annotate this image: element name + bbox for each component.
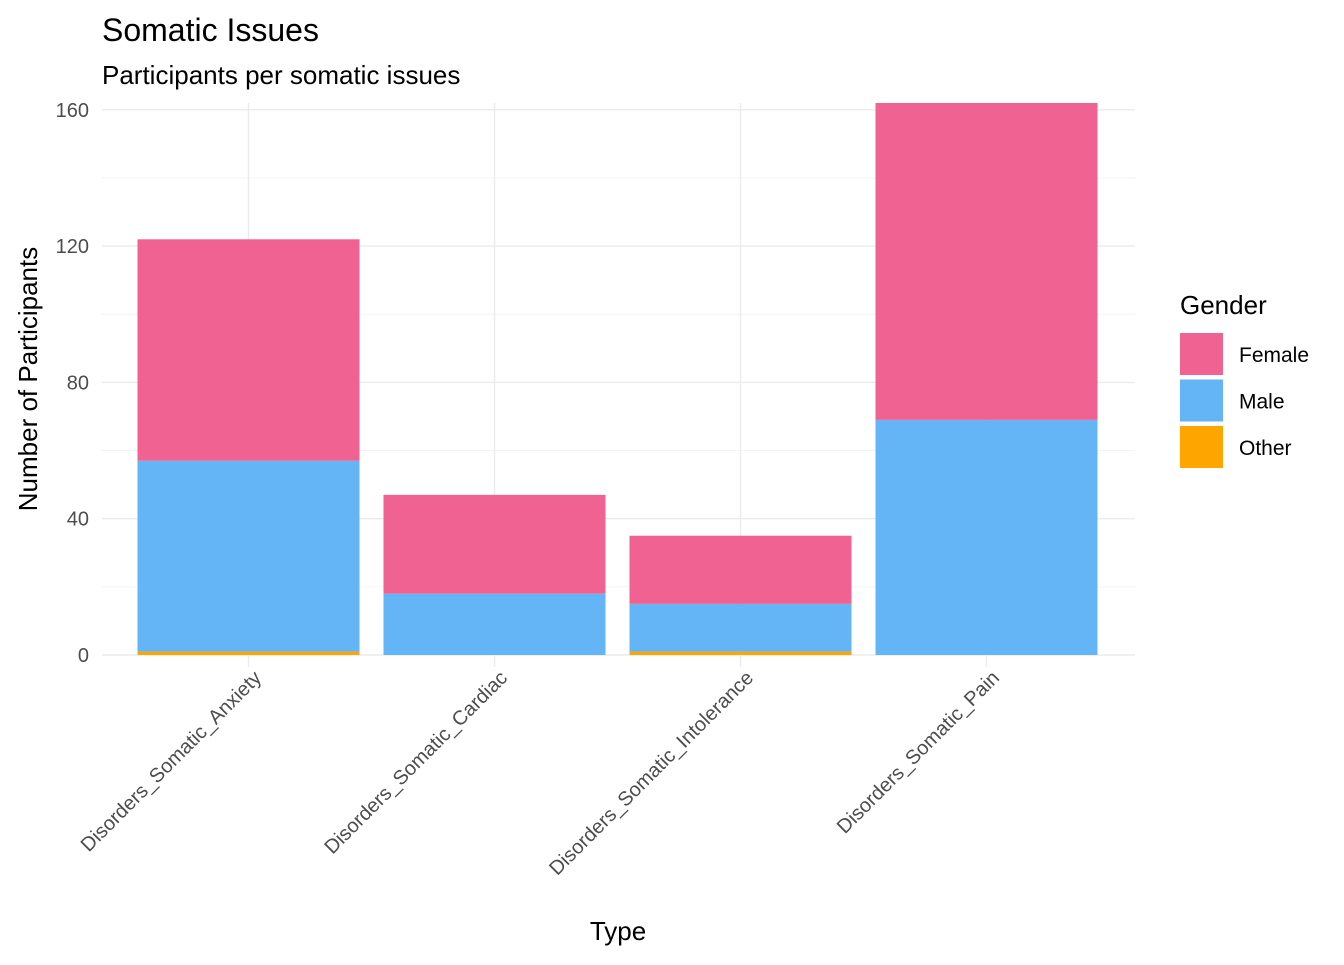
- bar-female-1: [137, 239, 360, 461]
- legend-items: Female Male Other: [1180, 333, 1309, 468]
- x-tick-label: Disorders_Somatic_Cardiac: [320, 667, 512, 859]
- x-axis-ticks: Disorders_Somatic_Anxiety Disorders_Somat…: [77, 667, 1004, 880]
- bar-male-4: [875, 419, 1098, 655]
- legend-label-male: Male: [1239, 391, 1285, 414]
- x-tick-label: Disorders_Somatic_Pain: [833, 667, 1004, 838]
- y-tick-label: 40: [67, 509, 89, 531]
- y-tick-label: 120: [56, 236, 89, 258]
- y-tick-label: 80: [67, 372, 89, 394]
- x-axis-title: Type: [590, 916, 646, 946]
- legend-label-other: Other: [1239, 437, 1292, 460]
- chart-subtitle: Participants per somatic issues: [102, 60, 460, 90]
- legend: Gender Female Male Other: [1180, 290, 1309, 468]
- y-tick-label: 160: [56, 100, 89, 122]
- legend-title: Gender: [1180, 290, 1267, 320]
- bar-other-3: [629, 651, 852, 655]
- bar-other-1: [137, 651, 360, 655]
- legend-swatch-female: [1180, 333, 1223, 375]
- x-tick-label: Disorders_Somatic_Anxiety: [77, 667, 266, 856]
- bar-male-2: [383, 593, 606, 655]
- bar-female-3: [629, 535, 852, 604]
- legend-swatch-male: [1180, 379, 1223, 422]
- y-axis-title: Number of Participants: [13, 247, 43, 511]
- y-axis-ticks: 0 40 80 120 160: [56, 100, 89, 667]
- x-tick-label: Disorders_Somatic_Intolerance: [545, 667, 758, 880]
- bar-male-3: [629, 603, 852, 652]
- y-tick-label: 0: [78, 645, 89, 667]
- bar-female-2: [383, 494, 606, 594]
- chart-title: Somatic Issues: [102, 12, 319, 48]
- bar-female-4: [875, 103, 1098, 420]
- bars: [137, 103, 1098, 655]
- legend-swatch-other: [1180, 426, 1223, 468]
- legend-label-female: Female: [1239, 344, 1309, 367]
- bar-male-1: [137, 460, 360, 652]
